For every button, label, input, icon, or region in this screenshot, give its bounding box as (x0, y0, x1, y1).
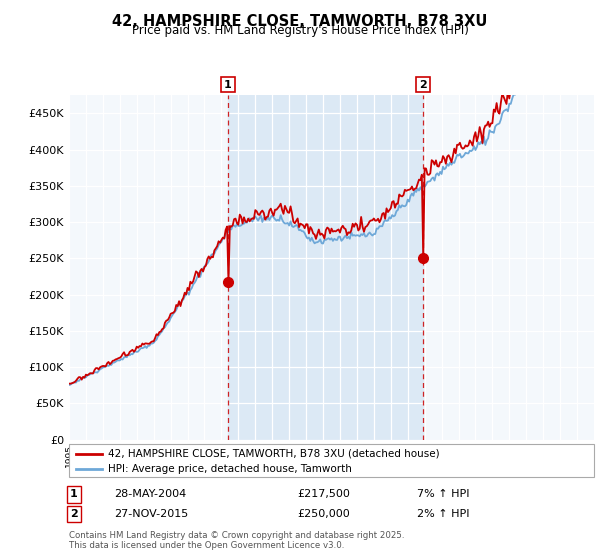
Text: £250,000: £250,000 (297, 509, 350, 519)
Text: 27-NOV-2015: 27-NOV-2015 (114, 509, 188, 519)
Bar (228, 95, 423, 440)
Text: 42, HAMPSHIRE CLOSE, TAMWORTH, B78 3XU (detached house): 42, HAMPSHIRE CLOSE, TAMWORTH, B78 3XU (… (108, 449, 440, 459)
Text: Price paid vs. HM Land Registry's House Price Index (HPI): Price paid vs. HM Land Registry's House … (131, 24, 469, 37)
Text: £217,500: £217,500 (297, 489, 350, 500)
Text: HPI: Average price, detached house, Tamworth: HPI: Average price, detached house, Tamw… (108, 464, 352, 474)
Text: 2: 2 (419, 80, 427, 90)
Text: 7% ↑ HPI: 7% ↑ HPI (417, 489, 469, 500)
Text: 2: 2 (70, 509, 77, 519)
Text: 1: 1 (224, 80, 232, 90)
Text: 1: 1 (70, 489, 77, 500)
Text: 2% ↑ HPI: 2% ↑ HPI (417, 509, 469, 519)
Text: Contains HM Land Registry data © Crown copyright and database right 2025.
This d: Contains HM Land Registry data © Crown c… (69, 530, 404, 550)
Text: 28-MAY-2004: 28-MAY-2004 (114, 489, 186, 500)
Text: 42, HAMPSHIRE CLOSE, TAMWORTH, B78 3XU: 42, HAMPSHIRE CLOSE, TAMWORTH, B78 3XU (112, 14, 488, 29)
